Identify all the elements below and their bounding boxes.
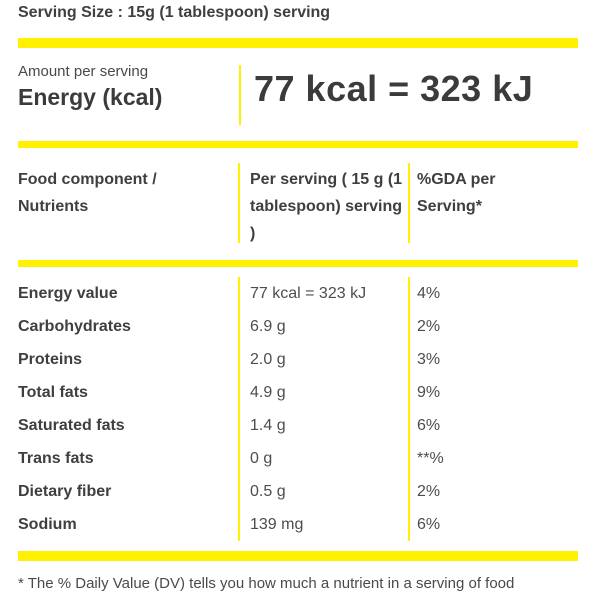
rows-separator-1 (238, 277, 240, 541)
header-gda: %GDA per Serving* (417, 171, 496, 215)
per-serving-value: 139 mg (250, 516, 304, 533)
rows-separator-2 (408, 277, 410, 541)
table-row: Trans fats 0 g **% (0, 442, 600, 475)
energy-column-separator (239, 65, 241, 125)
table-row: Proteins 2.0 g 3% (0, 343, 600, 376)
per-serving-value: 0 g (250, 450, 273, 467)
divider-bar-energy (18, 141, 578, 148)
table-row: Energy value 77 kcal = 323 kJ 4% (0, 277, 600, 310)
serving-size-title: Serving Size : 15g (1 tablespoon) servin… (18, 4, 331, 21)
per-serving-value: 2.0 g (250, 351, 286, 368)
energy-kcal-label: Energy (kcal) (18, 84, 163, 110)
header-nutrients: Food component / Nutrients (18, 171, 157, 215)
per-serving-value: 0.5 g (250, 483, 286, 500)
table-row: Total fats 4.9 g 9% (0, 376, 600, 409)
divider-bar-top (18, 38, 578, 48)
nutrient-name: Saturated fats (18, 417, 125, 434)
amount-per-serving-label: Amount per serving (18, 63, 149, 80)
nutrient-name: Total fats (18, 384, 88, 401)
table-row: Saturated fats 1.4 g 6% (0, 409, 600, 442)
energy-value: 77 kcal = 323 kJ (254, 68, 534, 109)
gda-percent-value: 2% (417, 483, 441, 500)
nutrient-name: Trans fats (18, 450, 94, 467)
divider-bar-bottom (18, 551, 578, 561)
nutrient-name: Sodium (18, 516, 77, 533)
nutrient-rows: Energy value 77 kcal = 323 kJ 4% Carbohy… (0, 277, 600, 541)
gda-percent-value: 9% (417, 384, 441, 401)
gda-percent-value: 6% (417, 516, 441, 533)
nutrient-name: Dietary fiber (18, 483, 112, 500)
per-serving-value: 4.9 g (250, 384, 286, 401)
nutrient-name: Carbohydrates (18, 318, 131, 335)
gda-percent-value: 4% (417, 285, 441, 302)
per-serving-value: 77 kcal = 323 kJ (250, 285, 367, 302)
per-serving-value: 1.4 g (250, 417, 286, 434)
per-serving-value: 6.9 g (250, 318, 286, 335)
gda-percent-value: 3% (417, 351, 441, 368)
header-separator-2 (408, 163, 410, 243)
header-per-serving: Per serving ( 15 g (1 tablespoon) servin… (250, 171, 403, 242)
table-row: Sodium 139 mg 6% (0, 508, 600, 541)
nutrient-name: Energy value (18, 285, 118, 302)
divider-bar-header (18, 260, 578, 267)
nutrient-name: Proteins (18, 351, 83, 368)
header-separator-1 (238, 163, 240, 243)
daily-value-footnote: * The % Daily Value (DV) tells you how m… (18, 575, 515, 592)
table-row: Carbohydrates 6.9 g 2% (0, 310, 600, 343)
gda-percent-value: 6% (417, 417, 441, 434)
gda-percent-value: 2% (417, 318, 441, 335)
gda-percent-value: **% (417, 450, 444, 467)
table-row: Dietary fiber 0.5 g 2% (0, 475, 600, 508)
